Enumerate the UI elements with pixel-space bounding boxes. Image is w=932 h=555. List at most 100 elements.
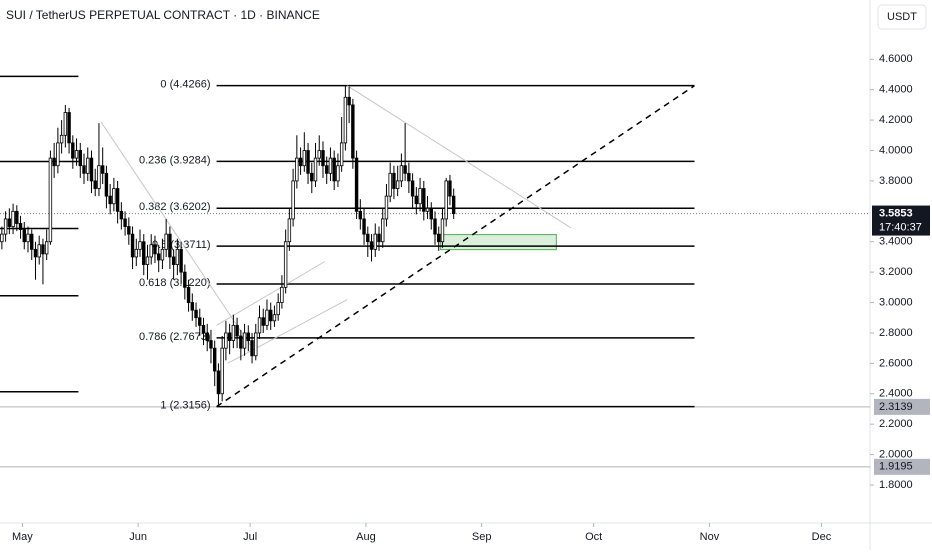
candle-body — [272, 314, 277, 322]
candle-body — [287, 218, 292, 243]
candle-body — [377, 233, 381, 243]
candle-body — [328, 157, 333, 174]
candle-body — [366, 233, 370, 243]
y-tick-label: 3.4000 — [879, 236, 913, 248]
fib-label: 1 (2.3156) — [160, 400, 210, 412]
x-tick-label: May — [12, 531, 33, 543]
candle-body — [59, 134, 64, 144]
candle-body — [212, 347, 217, 372]
candle-body — [164, 233, 168, 250]
y-tick-label: 2.4000 — [879, 388, 913, 400]
candle-body — [444, 180, 448, 220]
candle-body — [149, 244, 153, 258]
candle-body — [153, 244, 157, 255]
y-tick-label: 4.2000 — [879, 114, 913, 126]
candle-body — [250, 340, 254, 357]
candle-body — [175, 248, 180, 265]
candle-body — [384, 195, 389, 220]
candle-body — [336, 165, 340, 182]
candle-body — [138, 241, 142, 250]
candle-body — [306, 150, 310, 174]
candle-body — [30, 233, 34, 250]
currency-button[interactable] — [877, 4, 927, 30]
trendline — [100, 121, 251, 346]
candle-body — [44, 241, 49, 255]
candle-body — [440, 218, 445, 243]
candle-body — [123, 218, 127, 227]
candle-body — [104, 172, 109, 197]
candle-body — [115, 188, 120, 212]
candle-body — [242, 332, 247, 349]
candle-body — [78, 150, 82, 167]
last-price-label: 3.5853 — [879, 207, 913, 219]
candle-body — [339, 142, 344, 167]
candle-body — [82, 165, 86, 174]
price-line-label: 1.9195 — [879, 461, 913, 473]
candle-body — [231, 324, 236, 341]
candle-body — [403, 165, 407, 174]
candle-body — [321, 150, 325, 167]
trendline — [346, 85, 572, 229]
candle-body — [302, 150, 307, 167]
candle-body — [142, 241, 146, 265]
y-tick-label: 3.2000 — [879, 266, 913, 278]
trendline — [216, 261, 326, 326]
candle-body — [429, 207, 433, 220]
candle-body — [41, 244, 45, 255]
candle-body — [198, 317, 202, 326]
candle-body — [0, 233, 4, 243]
candle-body — [437, 233, 441, 243]
candle-body — [67, 112, 71, 144]
candle-body — [179, 248, 183, 273]
fib-label: 0.618 (3.1220) — [139, 277, 211, 289]
price-line-label: 2.3139 — [879, 401, 913, 413]
candle-body — [399, 165, 404, 182]
zone — [440, 234, 557, 251]
candle-body — [33, 248, 38, 258]
candle-body — [414, 195, 419, 205]
candle-body — [227, 332, 232, 341]
candle-body — [3, 218, 8, 235]
candle-body — [280, 286, 284, 303]
candle-body — [205, 332, 209, 341]
candle-body — [160, 248, 165, 261]
currency[interactable]: USDT — [887, 11, 917, 23]
candle-body — [97, 165, 101, 189]
y-tick-label: 2.2000 — [879, 418, 913, 430]
y-tick-label: 3.0000 — [879, 296, 913, 308]
candle-body — [119, 210, 124, 220]
candle-body — [224, 332, 228, 349]
candle-body — [209, 340, 213, 349]
candle-body — [283, 241, 288, 288]
candle-body — [7, 218, 12, 227]
candle-body — [451, 195, 456, 214]
candle-body — [381, 218, 385, 243]
candle-body — [100, 165, 105, 174]
candle-body — [11, 210, 15, 227]
candle-body — [89, 157, 94, 182]
candle-body — [15, 210, 19, 224]
candle-body — [257, 317, 262, 334]
candle-body — [291, 180, 295, 220]
candle-body — [276, 302, 280, 316]
candle-body — [317, 150, 321, 159]
candle-body — [265, 309, 269, 326]
countdown: 17:40:37 — [879, 221, 922, 233]
candle-body — [362, 218, 366, 235]
candle-body — [186, 286, 191, 303]
candle-body — [295, 157, 299, 182]
x-tick-label: Aug — [356, 531, 376, 543]
candle-body — [71, 142, 75, 159]
candle-body — [351, 104, 355, 159]
price-line-box — [874, 398, 930, 415]
candle-body — [26, 233, 30, 243]
price-line-box — [874, 458, 930, 475]
y-tick-label: 1.8000 — [879, 479, 913, 491]
candle-body — [332, 157, 336, 182]
candle-body — [298, 157, 303, 167]
candle-body — [310, 172, 314, 182]
candle-body — [201, 324, 206, 334]
candle-body — [369, 241, 374, 250]
candle-body — [422, 188, 426, 212]
